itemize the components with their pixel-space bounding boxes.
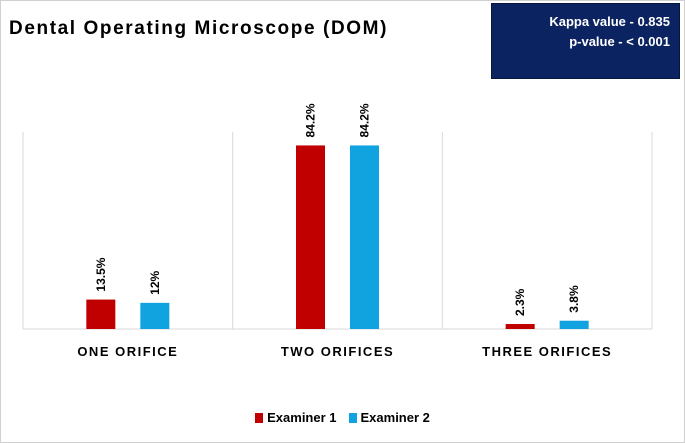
statistics-box: Kappa value - 0.835 p-value - < 0.001 xyxy=(491,3,680,79)
p-value: p-value - < 0.001 xyxy=(569,34,670,49)
bar-examiner-2 xyxy=(559,320,589,329)
bar-examiner-2 xyxy=(350,145,379,329)
legend-item-examiner-2: Examiner 2 xyxy=(348,410,430,425)
legend: Examiner 1 Examiner 2 xyxy=(0,410,685,425)
chart-title: Dental Operating Microscope (DOM) xyxy=(9,18,389,39)
legend-label-examiner-2: Examiner 2 xyxy=(360,410,430,425)
bar-examiner-2 xyxy=(140,302,170,329)
legend-item-examiner-1: Examiner 1 xyxy=(255,410,337,425)
category-label: TWO ORIFICES xyxy=(281,344,394,359)
data-label-examiner-2: 3.8% xyxy=(567,285,581,313)
category-label: THREE ORIFICES xyxy=(482,344,612,359)
legend-swatch-examiner-1 xyxy=(255,412,264,423)
data-label-examiner-2: 84.2% xyxy=(358,103,372,137)
data-label-examiner-1: 13.5% xyxy=(94,257,108,291)
kappa-value: Kappa value - 0.835 xyxy=(549,14,670,29)
bar-examiner-1 xyxy=(296,145,325,329)
legend-label-examiner-1: Examiner 1 xyxy=(267,410,337,425)
bar-examiner-1 xyxy=(505,323,535,329)
data-label-examiner-1: 2.3% xyxy=(513,288,527,316)
data-label-examiner-1: 84.2% xyxy=(304,103,318,137)
legend-swatch-examiner-2 xyxy=(348,412,357,423)
data-label-examiner-2: 12% xyxy=(148,270,162,294)
category-label: ONE ORIFICE xyxy=(77,344,178,359)
bar-examiner-1 xyxy=(86,299,116,329)
